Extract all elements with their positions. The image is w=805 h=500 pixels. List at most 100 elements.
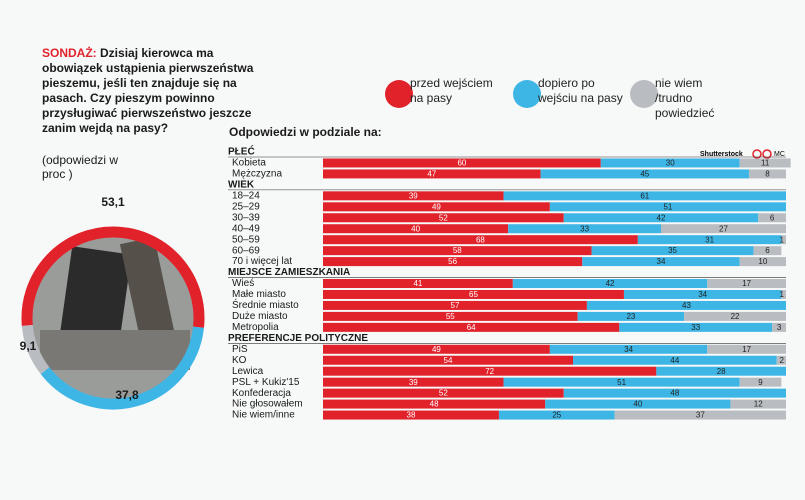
value-label: 17	[742, 279, 751, 288]
value-label: 8	[765, 170, 770, 179]
bar-segment	[577, 311, 685, 321]
value-label: 64	[467, 323, 476, 332]
value-label: 58	[453, 246, 462, 255]
row-label: Konfederacja	[232, 388, 291, 399]
value-label: 28	[717, 367, 726, 376]
bar-segment	[323, 300, 587, 310]
value-label: 39	[409, 378, 418, 387]
legend-swatch	[385, 80, 413, 108]
bar-segment	[619, 322, 773, 332]
photo-detail	[40, 330, 190, 370]
question: SONDAŻ: Dzisiaj kierowca ma obowiązek us…	[42, 46, 272, 136]
bar-segment	[730, 399, 786, 409]
author-icon	[762, 149, 772, 159]
value-label: 47	[427, 170, 436, 179]
value-label: 38	[407, 411, 416, 420]
value-label: 10	[758, 257, 767, 266]
bar-segment	[684, 311, 786, 321]
pie-segment	[40, 326, 204, 410]
value-label: 72	[485, 367, 494, 376]
author-icon	[752, 149, 762, 159]
value-label: 52	[439, 213, 448, 222]
bar-segment	[503, 377, 740, 387]
value-label: 23	[626, 312, 635, 321]
row-label: KO	[232, 355, 247, 366]
legend-swatch	[513, 80, 541, 108]
bar-segment	[323, 257, 583, 267]
row-label: PiS	[232, 344, 248, 355]
author: MC	[774, 151, 785, 158]
row-label: Średnie miasto	[232, 298, 299, 311]
legend-label: nie wiem /trudno powiedzieć	[655, 76, 715, 120]
bar-segment	[573, 355, 777, 365]
bar-segment	[503, 191, 786, 201]
bar-segment	[323, 246, 592, 256]
bar-segment	[660, 224, 786, 234]
value-label: 22	[731, 312, 740, 321]
pie-label: 9,1	[20, 339, 37, 353]
group-header: WIEK	[228, 180, 255, 191]
bar-segment	[781, 235, 786, 245]
bar-segment	[323, 224, 509, 234]
value-label: 57	[451, 301, 460, 310]
bar-segment	[748, 169, 786, 179]
value-label: 49	[432, 202, 441, 211]
bar-segment	[323, 344, 550, 354]
value-label: 60	[457, 159, 466, 168]
bar-segment	[540, 169, 749, 179]
bar-segment	[563, 388, 786, 398]
row-label: Mężczyzna	[232, 169, 282, 180]
value-label: 41	[413, 279, 422, 288]
row-label: Małe miasto	[232, 289, 286, 300]
bar-segment	[656, 366, 786, 376]
value-label: 34	[624, 345, 633, 354]
bar-segment	[739, 158, 791, 168]
row-label: 50–59	[232, 234, 260, 245]
value-label: 52	[439, 389, 448, 398]
value-label: 42	[606, 279, 615, 288]
bar-segment	[323, 399, 546, 409]
value-label: 30	[666, 159, 675, 168]
value-label: 40	[633, 400, 642, 409]
value-label: 31	[705, 235, 714, 244]
bar-segment	[323, 158, 601, 168]
row-label: 70 i więcej lat	[232, 256, 292, 267]
legend-label: przed wejściem na pasy	[410, 76, 493, 105]
value-label: 1	[780, 235, 785, 244]
bar-segment	[614, 410, 786, 420]
value-label: 9	[758, 378, 763, 387]
bar-segment	[323, 213, 564, 223]
bar-segment	[512, 279, 708, 289]
pie-label: 53,1	[101, 195, 125, 209]
row-label: Metropolia	[232, 322, 279, 333]
value-label: 42	[657, 213, 666, 222]
value-label: 27	[719, 224, 728, 233]
row-label: 18–24	[232, 190, 260, 201]
value-label: 48	[430, 400, 439, 409]
group-header: MIEJSCE ZAMIESZKANIA	[228, 267, 350, 278]
pie-subtitle: (odpowiedzi w proc )	[42, 153, 119, 181]
legend-swatch	[630, 80, 658, 108]
row-label: Kobieta	[232, 158, 266, 169]
pie-segment	[21, 324, 50, 375]
value-label: 45	[640, 170, 649, 179]
value-label: 37	[696, 411, 705, 420]
bar-segment	[545, 399, 731, 409]
kicker: SONDAŻ:	[42, 46, 97, 60]
credit: Shutterstock	[700, 151, 743, 158]
photo-detail	[119, 236, 175, 343]
value-label: 35	[668, 246, 677, 255]
bar-segment	[323, 388, 564, 398]
value-label: 6	[765, 246, 770, 255]
bar-segment	[586, 300, 786, 310]
bar-segment	[781, 289, 786, 299]
value-label: 39	[409, 191, 418, 200]
bar-segment	[323, 366, 657, 376]
value-label: 44	[670, 356, 679, 365]
row-label: Nie głosowałem	[232, 399, 303, 410]
bars-title: Odpowiedzi w podziale na:	[229, 125, 382, 139]
legend-label: dopiero po wejściu na pasy	[538, 76, 623, 105]
value-label: 56	[448, 257, 457, 266]
pie-segment	[21, 226, 205, 328]
